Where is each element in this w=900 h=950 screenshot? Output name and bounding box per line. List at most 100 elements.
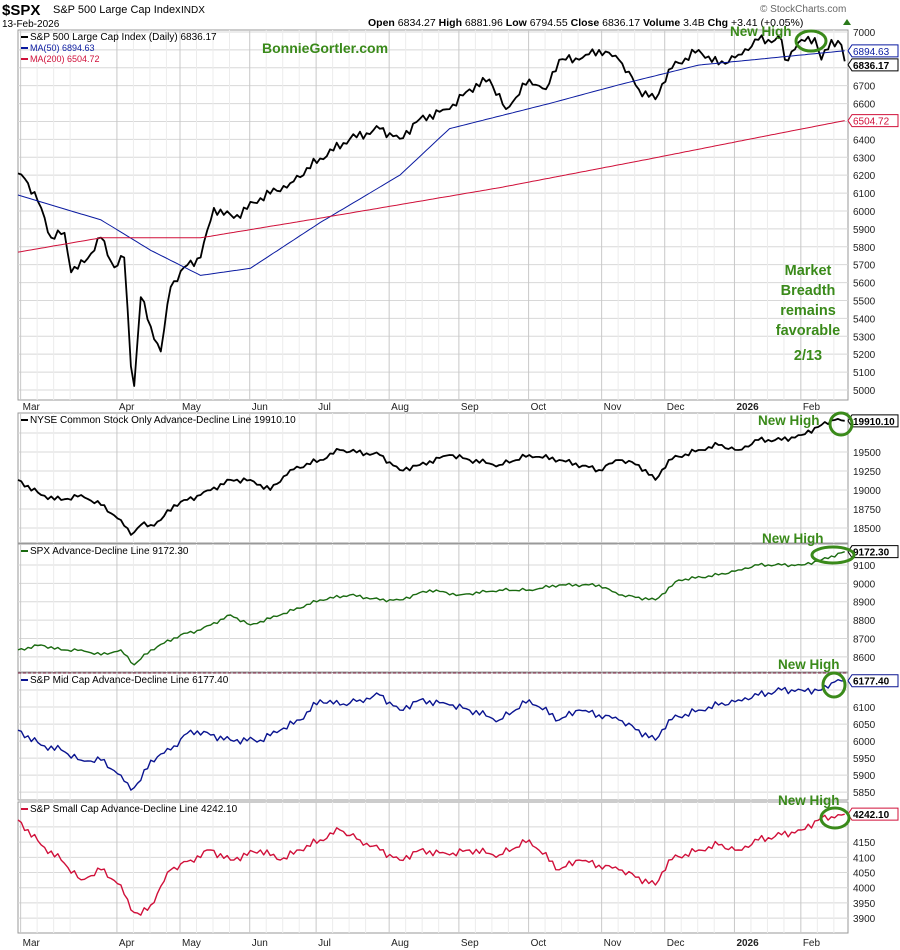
legend-name: MA(200) <box>30 54 65 64</box>
y-tick-label: 18500 <box>853 524 881 535</box>
y-tick-label: 6600 <box>853 100 876 111</box>
new-high-label: New High <box>778 657 840 672</box>
note-line: remains <box>780 303 836 319</box>
y-tick-label: 5800 <box>853 243 876 254</box>
y-tick-label: 6100 <box>853 703 876 714</box>
series-line-s-p-500-large-cap-index-daily- <box>17 34 846 387</box>
y-tick-label: 5600 <box>853 279 876 290</box>
y-tick-label: 5000 <box>853 386 876 397</box>
y-tick-label: 6300 <box>853 153 876 164</box>
y-tick-label: 7000 <box>853 28 876 39</box>
volume-label: Volume <box>643 17 680 29</box>
exchange: INDX <box>181 5 205 16</box>
legend-value: 6836.17 <box>180 32 217 43</box>
legend-value: 6894.63 <box>62 43 95 53</box>
y-tick-label: 8900 <box>853 598 876 609</box>
y-tick-label: 5850 <box>853 788 876 799</box>
x-tick-label: Apr <box>119 938 135 949</box>
open-value: 6834.27 <box>398 17 436 29</box>
open-label: Open <box>368 17 395 29</box>
brand: © StockCharts.com <box>760 4 846 15</box>
y-tick-label: 6050 <box>853 720 876 731</box>
y-tick-label: 5100 <box>853 368 876 379</box>
last-value-tag: 6894.63 <box>847 44 899 58</box>
note-line: Market <box>785 263 832 279</box>
y-tick-label: 8700 <box>853 635 876 646</box>
index-name: S&P 500 Large Cap Index <box>53 4 181 16</box>
highlight-circle <box>821 671 847 699</box>
legend-name: MA(50) <box>30 43 60 53</box>
last-value-label: 6177.40 <box>853 677 890 688</box>
legend-value: 6504.72 <box>67 54 100 64</box>
highlight-circle <box>794 29 828 53</box>
y-tick-label: 6200 <box>853 171 876 182</box>
last-value-tag: 6836.17 <box>847 58 899 72</box>
y-tick-label: 8600 <box>853 653 876 664</box>
x-tick-label: Sep <box>461 938 479 949</box>
legend-value: 19910.10 <box>254 415 296 426</box>
low-label: Low <box>506 17 528 29</box>
x-tick-label: Aug <box>391 402 409 413</box>
legend-entry: SPX Advance-Decline Line 9172.30 <box>30 546 189 557</box>
y-tick-label: 4150 <box>853 838 876 849</box>
x-tick-label: Sep <box>461 402 479 413</box>
last-value-tag: 9172.30 <box>847 545 899 559</box>
chart-date: 13-Feb-2026 <box>2 19 60 30</box>
series-line-s-p-mid-cap-advance-decline-line <box>17 679 845 791</box>
y-tick-label: 19000 <box>853 486 881 497</box>
low-value: 6794.55 <box>530 17 568 29</box>
legend-name: NYSE Common Stock Only Advance-Decline L… <box>30 415 252 426</box>
legend-entry: S&P Small Cap Advance-Decline Line 4242.… <box>30 804 238 815</box>
note-line: Breadth <box>781 283 836 299</box>
panel-2: 18500 18750 19000 19250 19500 NYSE Common Sto… <box>17 412 899 544</box>
x-tick-label: Aug <box>391 938 409 949</box>
y-tick-label: 5950 <box>853 754 876 765</box>
legend-entry: S&P Mid Cap Advance-Decline Line 6177.40 <box>30 675 229 686</box>
series-line-nyse-common-stock-only-advance-decline-line <box>17 418 845 536</box>
close-label: Close <box>571 17 600 29</box>
x-tick-label: 2026 <box>736 938 759 949</box>
note-date: 2/13 <box>794 348 822 364</box>
up-arrow-icon <box>843 19 851 25</box>
y-tick-label: 6400 <box>853 135 876 146</box>
x-tick-label: Mar <box>23 402 41 413</box>
x-tick-label: Feb <box>803 402 821 413</box>
legend-entry: NYSE Common Stock Only Advance-Decline L… <box>30 415 296 426</box>
last-value-label: 6894.63 <box>853 47 890 58</box>
highlight-circle <box>828 411 854 437</box>
x-tick-label: Jun <box>252 938 268 949</box>
symbol: $SPX <box>2 2 40 19</box>
y-tick-label: 8800 <box>853 616 876 627</box>
panel-1: 5000 5100 5200 5300 5400 5500 5600 5700 5800 5900… <box>17 28 899 401</box>
x-tick-label: Jul <box>318 402 331 413</box>
legend-entry: MA(200) 6504.72 <box>30 54 100 64</box>
last-value-label: 9172.30 <box>853 548 890 559</box>
panel-5: 3900 3950 4000 4050 4100 4150 S&P Small Cap Ad… <box>17 801 899 934</box>
chg-label: Chg <box>708 17 728 29</box>
y-tick-label: 9100 <box>853 561 876 572</box>
y-tick-label: 5900 <box>853 225 876 236</box>
x-tick-label: Mar <box>23 938 41 949</box>
plot-area <box>17 672 849 801</box>
y-tick-label: 3900 <box>853 914 876 925</box>
x-tick-label: Feb <box>803 938 821 949</box>
x-tick-label: 2026 <box>736 402 759 413</box>
last-value-tag: 4242.10 <box>847 807 899 821</box>
watermark-text: BonnieGortler.com <box>262 40 388 56</box>
last-value-label: 6504.72 <box>853 117 890 128</box>
y-tick-label: 9000 <box>853 579 876 590</box>
quote-bar: Open 6834.27 High 6881.96 Low 6794.55 Cl… <box>368 17 803 29</box>
highlight-circle <box>819 806 851 830</box>
x-tick-label: Dec <box>667 402 685 413</box>
legend-name: SPX Advance-Decline Line <box>30 546 150 557</box>
last-value-tag: 6504.72 <box>847 114 899 128</box>
plot-area <box>17 801 849 934</box>
last-value-label: 6836.17 <box>853 61 890 72</box>
legend-name: S&P 500 Large Cap Index (Daily) <box>30 32 178 43</box>
y-tick-label: 5400 <box>853 314 876 325</box>
legend-value: 4242.10 <box>201 804 238 815</box>
legend-entry: MA(50) 6894.63 <box>30 43 95 53</box>
last-value-tag: 19910.10 <box>847 414 899 428</box>
note-line: favorable <box>776 323 840 339</box>
y-tick-label: 6000 <box>853 737 876 748</box>
